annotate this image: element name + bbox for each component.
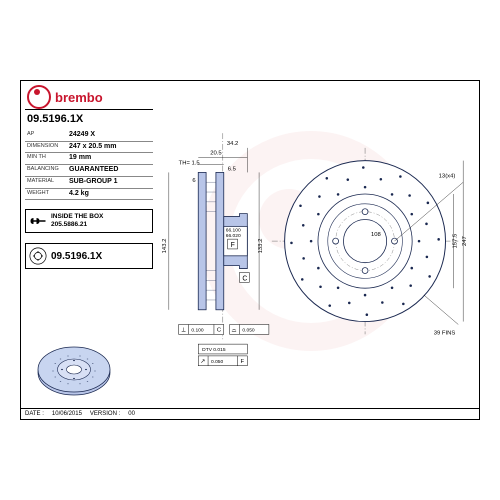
spec-value: 19 mm xyxy=(69,154,151,163)
drawing-sheet: brembo 09.5196.1X AP24249 X DIMENSION247… xyxy=(20,80,480,420)
svg-text:C: C xyxy=(217,327,222,333)
svg-text:⟂: ⟂ xyxy=(182,327,186,333)
spec-label: BALANCING xyxy=(27,166,69,175)
spec-row: MIN TH19 mm xyxy=(25,153,153,165)
dim-label: 39 FINS xyxy=(434,330,456,336)
brembo-logo-icon xyxy=(27,85,51,109)
spec-row: MATERIALSUB-GROUP 1 xyxy=(25,177,153,189)
dim-label: DTV 0.015 xyxy=(202,347,226,353)
inside-box-code: 205.5886.21 xyxy=(51,221,103,229)
spec-label: MATERIAL xyxy=(27,178,69,187)
spec-value: 4.2 kg xyxy=(69,190,151,199)
dim-label: 34.2 xyxy=(227,141,238,147)
footer-version-value: 00 xyxy=(128,411,135,417)
footer-date-value: 10/06/2015 xyxy=(52,411,82,417)
spec-value: GUARANTEED xyxy=(69,166,151,175)
spec-row: WEIGHT4.2 kg xyxy=(25,189,153,201)
dim-label: 66.100 xyxy=(226,227,241,233)
svg-text:⌓: ⌓ xyxy=(232,327,237,333)
face-view: 13(x4) 108 39 FINS 247 157.5 xyxy=(272,148,468,336)
footer: DATE : 10/06/2015 VERSION : 00 xyxy=(21,408,479,419)
technical-drawing: 34.2 20.5 TH= 1.5 6.5 6 143.2 133.2 66.1… xyxy=(159,91,473,401)
dim-label: 133.2 xyxy=(258,239,264,254)
part-number-box: 09.5196.1X xyxy=(25,243,153,269)
dim-label: 157.5 xyxy=(452,233,458,248)
spec-table: 09.5196.1X AP24249 X DIMENSION247 x 20.5… xyxy=(25,109,153,200)
part-number-label: 09.5196.1X xyxy=(51,251,102,262)
spec-row: BALANCINGGUARANTEED xyxy=(25,165,153,177)
svg-text:F: F xyxy=(231,242,235,249)
dim-label: 20.5 xyxy=(210,151,222,157)
spec-label: AP xyxy=(27,131,69,140)
dim-label: 0.050 xyxy=(242,327,255,333)
product-image xyxy=(29,341,119,401)
spec-value: SUB-GROUP 1 xyxy=(69,178,151,187)
spec-row: AP24249 X xyxy=(25,130,153,142)
svg-text:F: F xyxy=(240,359,244,365)
svg-text:C: C xyxy=(242,275,247,282)
brand-logo: brembo xyxy=(27,85,103,109)
dim-label: TH= 1.5 xyxy=(179,161,201,167)
spec-value: 247 x 20.5 mm xyxy=(69,143,151,152)
part-number-title: 09.5196.1X xyxy=(25,110,153,130)
dim-label: 6 xyxy=(192,178,196,184)
brand-name: brembo xyxy=(55,90,103,105)
spec-row: DIMENSION247 x 20.5 mm xyxy=(25,142,153,154)
spec-value: 24249 X xyxy=(69,131,151,140)
dim-label: 6.5 xyxy=(228,166,237,172)
spec-label: DIMENSION xyxy=(27,143,69,152)
inside-box-text: INSIDE THE BOX 205.5886.21 xyxy=(51,213,103,229)
footer-version-label: VERSION : xyxy=(90,411,120,417)
footer-date-label: DATE : xyxy=(25,411,44,417)
svg-text:108: 108 xyxy=(371,232,382,238)
inside-box-title: INSIDE THE BOX xyxy=(51,213,103,221)
dim-label: 247 xyxy=(462,236,468,246)
dim-label: 13(x4) xyxy=(439,173,456,179)
spec-label: WEIGHT xyxy=(27,190,69,199)
dim-label: 66.020 xyxy=(226,233,241,239)
dim-label: 0.050 xyxy=(211,359,224,365)
spec-label: MIN TH xyxy=(27,154,69,163)
wrench-icon xyxy=(29,215,47,227)
dim-label: 143.2 xyxy=(162,239,168,254)
dim-label: 0.100 xyxy=(191,327,204,333)
disc-icon xyxy=(29,247,47,265)
section-view: 34.2 20.5 TH= 1.5 6.5 6 143.2 133.2 66.1… xyxy=(162,133,269,366)
inside-the-box: INSIDE THE BOX 205.5886.21 xyxy=(25,209,153,233)
svg-text:↗: ↗ xyxy=(200,359,205,365)
